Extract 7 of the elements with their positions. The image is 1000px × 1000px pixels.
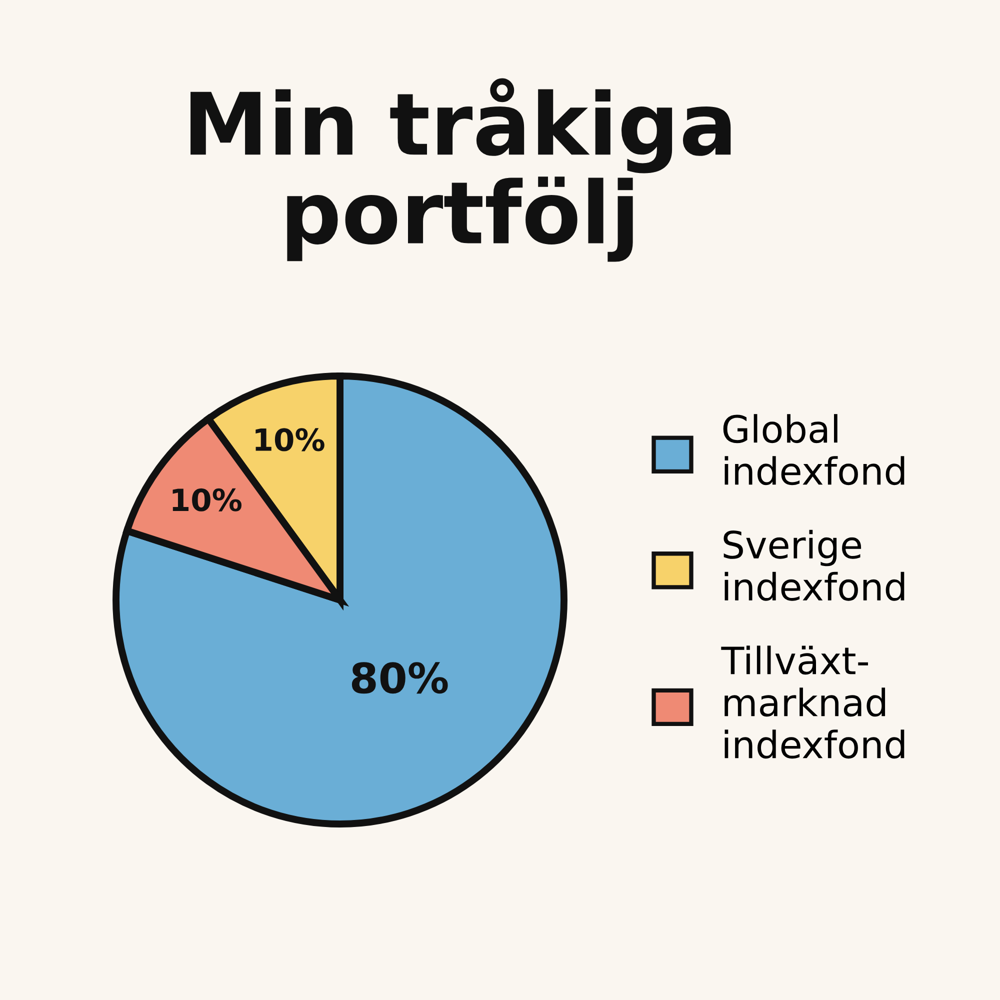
legend-label: Global indexfond: [723, 414, 904, 486]
legend-label: Sverige indexfond: [724, 530, 904, 601]
data-label: 10%: [172, 488, 242, 512]
data-label: 80%: [352, 662, 448, 694]
chart-title: Min tråkiga portfölj: [190, 78, 731, 262]
legend-label: Tillväxt- marknad indexfond: [721, 646, 904, 759]
data-label: 10%: [256, 428, 324, 452]
